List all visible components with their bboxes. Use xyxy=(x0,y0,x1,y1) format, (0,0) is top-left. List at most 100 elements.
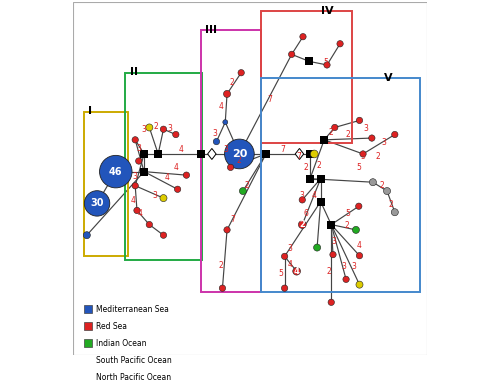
Circle shape xyxy=(136,158,142,164)
Bar xyxy=(328,221,335,228)
Bar xyxy=(140,168,148,176)
Text: 2: 2 xyxy=(245,180,250,190)
Text: 46: 46 xyxy=(109,166,122,177)
Text: 3: 3 xyxy=(332,237,336,246)
Bar xyxy=(200,30,260,292)
Circle shape xyxy=(330,252,336,258)
Circle shape xyxy=(84,232,90,239)
Text: 3: 3 xyxy=(224,145,228,154)
Text: 2: 2 xyxy=(230,78,234,87)
Text: 5: 5 xyxy=(278,269,283,278)
Text: 4: 4 xyxy=(138,209,142,218)
Circle shape xyxy=(238,70,244,76)
Bar xyxy=(124,73,202,260)
Text: 3: 3 xyxy=(136,144,141,153)
Text: 5: 5 xyxy=(356,163,361,172)
Bar xyxy=(84,339,92,347)
Circle shape xyxy=(146,124,153,131)
Bar xyxy=(316,198,324,206)
Bar xyxy=(306,57,314,65)
Circle shape xyxy=(174,186,181,192)
Circle shape xyxy=(298,221,306,228)
Circle shape xyxy=(300,33,306,40)
Bar xyxy=(306,175,314,183)
Text: 3: 3 xyxy=(300,191,304,200)
Bar xyxy=(262,150,270,158)
Circle shape xyxy=(328,299,334,306)
Text: 5: 5 xyxy=(346,209,350,218)
Circle shape xyxy=(343,276,349,282)
Text: North Pacific Ocean: North Pacific Ocean xyxy=(96,373,171,380)
Text: 2: 2 xyxy=(303,163,308,172)
Text: 4: 4 xyxy=(179,145,184,154)
Circle shape xyxy=(292,268,300,275)
Text: 3: 3 xyxy=(168,124,172,133)
Text: 2: 2 xyxy=(346,130,350,139)
Text: V: V xyxy=(384,73,393,83)
Text: 2: 2 xyxy=(389,200,394,209)
Text: 3: 3 xyxy=(288,244,292,253)
Circle shape xyxy=(183,172,190,178)
Text: 3: 3 xyxy=(364,124,368,133)
Circle shape xyxy=(392,131,398,138)
Circle shape xyxy=(160,195,167,202)
Circle shape xyxy=(146,222,152,228)
Text: 4: 4 xyxy=(174,163,178,172)
Text: 4: 4 xyxy=(294,267,300,276)
Circle shape xyxy=(172,131,179,138)
Text: 2: 2 xyxy=(300,220,305,229)
Text: I: I xyxy=(88,106,92,116)
Circle shape xyxy=(224,90,230,97)
Text: 6: 6 xyxy=(304,209,308,218)
Text: Mediterranean Sea: Mediterranean Sea xyxy=(96,305,169,314)
Bar xyxy=(140,150,148,158)
Circle shape xyxy=(240,187,246,195)
Text: 7: 7 xyxy=(230,215,235,224)
Text: 4: 4 xyxy=(288,260,292,269)
Text: III: III xyxy=(205,25,217,35)
Text: 2: 2 xyxy=(316,161,321,170)
Bar xyxy=(84,306,92,313)
Text: IV: IV xyxy=(320,6,334,16)
Text: 3: 3 xyxy=(342,262,346,271)
Text: 3: 3 xyxy=(381,138,386,147)
Bar xyxy=(260,11,352,143)
Text: 2: 2 xyxy=(379,180,384,190)
Text: 7: 7 xyxy=(280,145,285,154)
Circle shape xyxy=(337,41,343,47)
Circle shape xyxy=(160,232,166,238)
Circle shape xyxy=(299,197,306,203)
Text: 3: 3 xyxy=(132,172,137,181)
Text: 2: 2 xyxy=(376,152,380,161)
Text: 30: 30 xyxy=(90,198,104,208)
Circle shape xyxy=(360,151,366,157)
Circle shape xyxy=(282,253,288,260)
Circle shape xyxy=(352,226,360,233)
Circle shape xyxy=(214,138,220,145)
Text: 4: 4 xyxy=(357,241,362,250)
Text: 3: 3 xyxy=(142,125,146,135)
Circle shape xyxy=(356,281,363,288)
Text: 3: 3 xyxy=(212,129,217,138)
Text: Red Sea: Red Sea xyxy=(96,322,127,331)
Bar xyxy=(84,322,92,330)
Circle shape xyxy=(288,51,295,57)
Circle shape xyxy=(220,285,226,291)
Circle shape xyxy=(160,126,166,132)
Text: 2: 2 xyxy=(218,261,224,270)
Circle shape xyxy=(224,139,254,169)
Polygon shape xyxy=(295,149,304,160)
Text: 3: 3 xyxy=(152,191,157,200)
Text: 4: 4 xyxy=(165,174,170,182)
Text: Indian Ocean: Indian Ocean xyxy=(96,339,146,348)
Text: 3: 3 xyxy=(352,262,356,271)
Text: 20: 20 xyxy=(232,149,247,159)
Text: 4: 4 xyxy=(130,196,135,205)
Text: 5: 5 xyxy=(324,59,328,67)
Text: II: II xyxy=(130,67,138,78)
Bar xyxy=(196,150,204,158)
Bar xyxy=(84,373,92,380)
Text: 2: 2 xyxy=(154,122,158,131)
Text: 2: 2 xyxy=(345,221,350,230)
Circle shape xyxy=(384,187,390,195)
